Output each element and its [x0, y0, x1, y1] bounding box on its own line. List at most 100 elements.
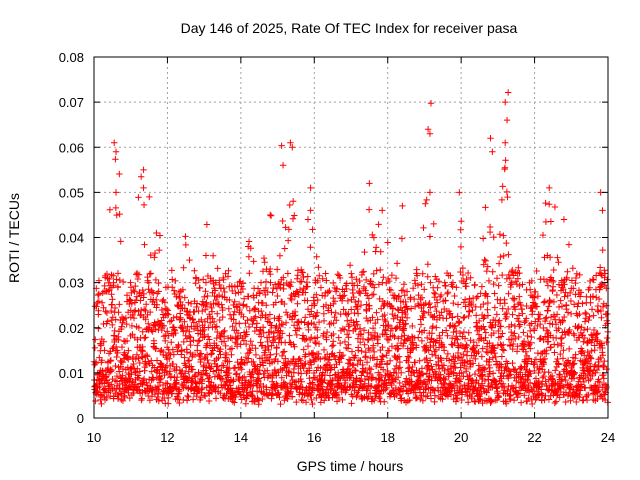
data-point: [461, 381, 468, 389]
data-point: [152, 276, 160, 284]
data-point: [491, 290, 498, 297]
data-point: [221, 327, 228, 335]
data-point: [544, 282, 552, 289]
data-point: [362, 353, 369, 360]
data-point: [288, 373, 295, 380]
data-point: [304, 283, 311, 290]
data-point: [431, 392, 439, 399]
data-point: [383, 384, 390, 392]
data-point: [307, 392, 314, 399]
data-point: [478, 353, 486, 360]
data-point: [503, 239, 510, 247]
data-point: [490, 329, 498, 337]
data-point: [229, 323, 236, 330]
data-point: [590, 312, 597, 319]
data-point: [554, 341, 561, 348]
data-point: [110, 279, 117, 286]
data-point: [592, 369, 599, 376]
data-point: [491, 304, 499, 311]
data-point: [308, 361, 315, 368]
data-point: [359, 269, 366, 276]
data-point: [433, 307, 440, 315]
data-point: [603, 383, 610, 391]
data-point: [209, 347, 217, 354]
data-point: [343, 280, 350, 287]
data-point: [426, 299, 433, 307]
data-point: [487, 322, 495, 330]
data-point: [111, 327, 118, 335]
data-point: [294, 300, 301, 307]
data-point: [202, 367, 209, 374]
data-point: [436, 334, 444, 342]
data-point: [585, 391, 592, 399]
data-point: [108, 381, 115, 388]
data-point: [490, 233, 497, 241]
data-point: [142, 301, 150, 308]
data-point: [276, 252, 284, 259]
data-point: [305, 320, 312, 328]
data-point: [132, 307, 139, 314]
data-point: [140, 375, 148, 383]
data-point: [547, 392, 554, 399]
data-point: [123, 292, 131, 299]
data-point: [172, 277, 179, 285]
data-point: [469, 360, 477, 367]
data-point: [375, 375, 382, 382]
data-point: [182, 233, 189, 240]
data-point: [415, 334, 422, 341]
data-point: [485, 376, 492, 383]
data-point: [304, 306, 312, 313]
data-point: [599, 207, 606, 214]
data-point: [580, 326, 588, 334]
data-point: [450, 299, 457, 307]
data-point: [240, 295, 248, 302]
data-point: [114, 283, 122, 291]
data-point: [255, 375, 263, 382]
data-point: [254, 285, 262, 292]
data-point: [207, 351, 215, 358]
data-point: [177, 314, 184, 321]
data-point: [162, 337, 169, 345]
data-point: [426, 357, 434, 364]
data-point: [407, 387, 414, 395]
data-point: [362, 276, 370, 284]
data-point: [135, 324, 143, 332]
data-point: [366, 389, 374, 397]
data-point: [114, 395, 122, 402]
data-point: [279, 217, 286, 225]
data-point: [359, 335, 367, 343]
data-point: [132, 282, 139, 290]
data-point: [230, 365, 238, 372]
data-point: [354, 310, 362, 317]
data-point: [587, 354, 594, 361]
data-point: [293, 331, 301, 339]
data-point: [153, 367, 160, 374]
data-point: [156, 246, 163, 254]
data-point: [517, 301, 524, 309]
data-point: [379, 353, 387, 361]
data-point: [281, 245, 288, 252]
data-point: [206, 374, 213, 381]
data-point: [353, 375, 360, 382]
data-point: [272, 299, 280, 306]
data-point: [286, 389, 294, 397]
data-point: [562, 389, 570, 396]
data-point: [170, 287, 178, 294]
data-point: [299, 397, 307, 404]
data-point: [582, 309, 589, 317]
data-point: [509, 269, 516, 277]
data-point: [258, 342, 266, 349]
data-point: [493, 275, 501, 282]
data-point: [395, 345, 402, 352]
data-point: [217, 351, 224, 358]
data-point: [345, 334, 352, 341]
data-point: [343, 331, 351, 338]
data-point: [276, 334, 284, 341]
data-point: [332, 309, 339, 317]
data-point: [563, 305, 570, 313]
data-point: [394, 354, 401, 362]
data-point: [165, 400, 172, 407]
data-point: [511, 330, 518, 337]
data-point: [599, 352, 607, 359]
data-point: [156, 348, 164, 355]
